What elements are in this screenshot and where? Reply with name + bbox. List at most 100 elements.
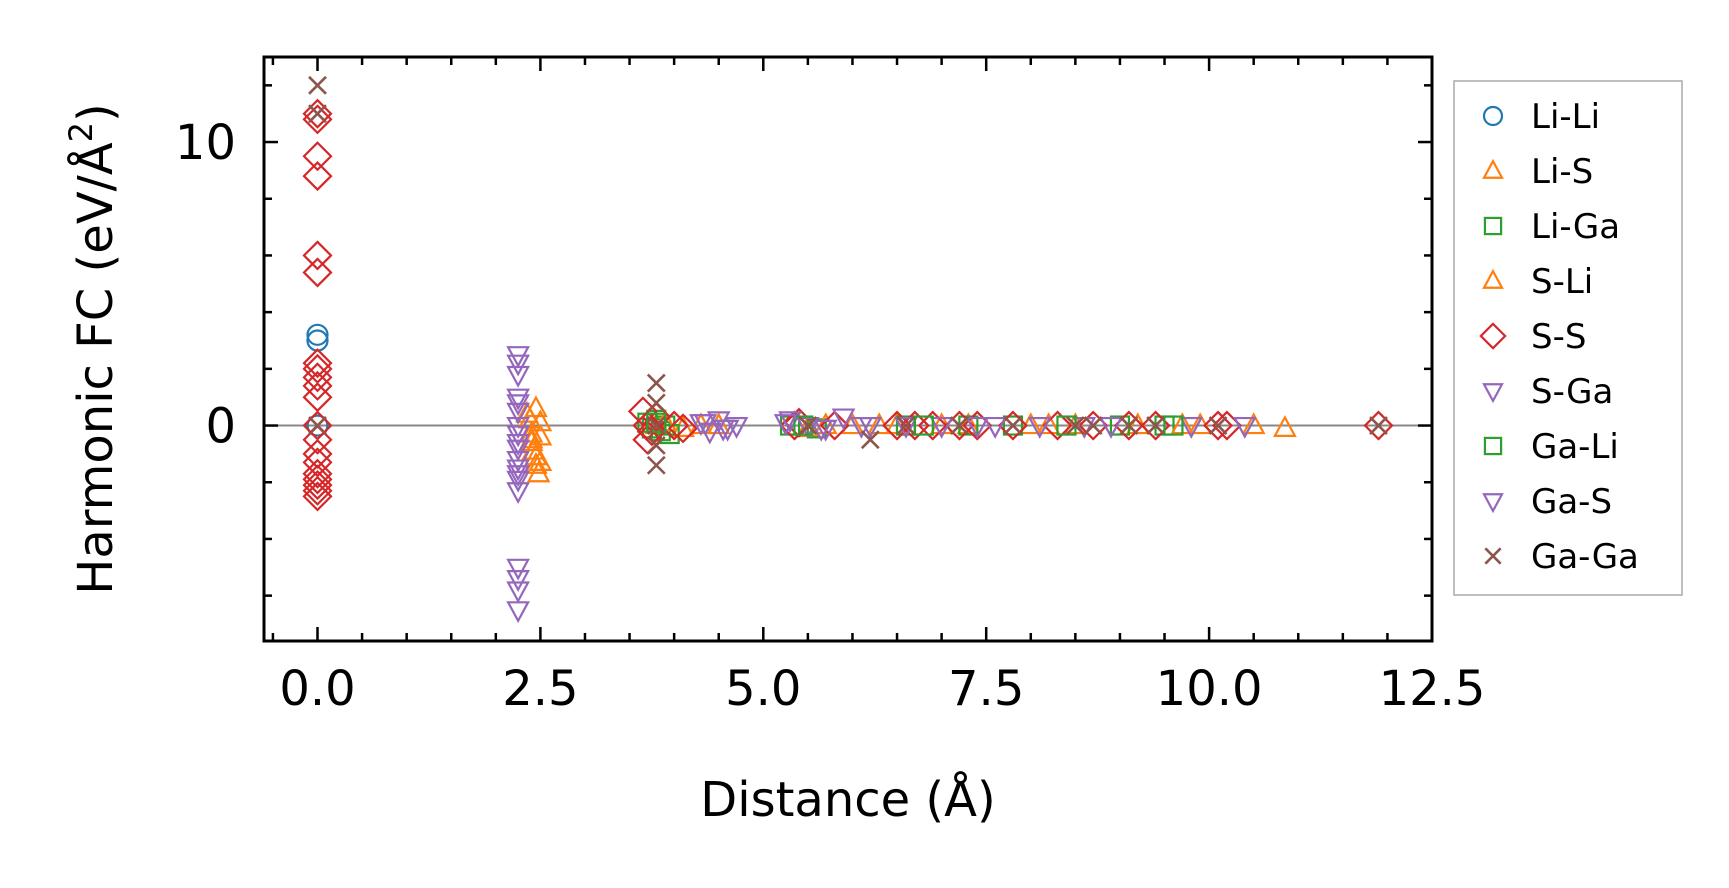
legend-marker-s-ga: [1482, 383, 1504, 404]
data-point-s-s: [302, 424, 333, 455]
data-point-s-ga: [506, 402, 530, 425]
data-point-s-li: [1036, 412, 1061, 435]
data-point-li-s: [1273, 415, 1297, 437]
data-point-li-ga: [1002, 415, 1024, 436]
x-tick-label: 7.5: [948, 661, 1024, 717]
data-point-li-s: [528, 409, 553, 432]
data-point-ga-ga: [646, 435, 666, 455]
data-point-ga-ga: [1065, 416, 1085, 435]
data-point-s-li: [524, 395, 548, 418]
data-point-s-li: [528, 449, 553, 471]
x-tick-label: 5.0: [725, 661, 801, 717]
data-point-s-ga: [929, 416, 954, 439]
data-point-s-ga: [983, 416, 1007, 439]
legend-label-s-ga: S-Ga: [1531, 372, 1613, 412]
axes: 0.0 2.5 5.0 7.5 10.0 12.5 0 10: [175, 55, 1486, 717]
data-point-s-s: [302, 240, 333, 271]
series-ga-s: [506, 394, 1123, 488]
legend-marker-ga-s: [1482, 493, 1504, 514]
data-point-s-ga: [724, 416, 749, 439]
legend-label-li-li: Li-Li: [1531, 97, 1600, 137]
data-point-s-s: [302, 458, 333, 489]
data-point-s-ga: [506, 581, 530, 604]
data-point-s-ga: [506, 570, 530, 592]
data-point-s-s: [302, 348, 333, 379]
data-point-ga-ga: [950, 416, 969, 435]
x-tick-label: 12.5: [1379, 661, 1486, 717]
data-point-ga-s: [858, 416, 883, 439]
data-point-s-s: [1202, 410, 1234, 441]
data-point-ga-ga: [646, 373, 666, 393]
legend-marker-li-li: [1482, 105, 1504, 127]
legend-label-ga-ga: Ga-Ga: [1531, 537, 1639, 577]
data-point-ga-ga: [860, 430, 880, 450]
data-point-ga-li: [793, 415, 814, 436]
data-point-s-s: [917, 410, 948, 441]
data-point-s-ga: [1027, 416, 1052, 439]
data-point-s-s: [302, 257, 333, 288]
data-point-ga-s: [693, 414, 718, 437]
legend-item-s-li: S-Li: [1482, 262, 1593, 302]
data-point-s-s: [302, 370, 333, 401]
data-point-s-ga: [506, 601, 530, 624]
legend-item-s-ga: S-Ga: [1482, 372, 1613, 412]
data-point-s-ga: [831, 408, 856, 431]
data-point-li-s: [524, 451, 548, 474]
data-point-s-s: [302, 362, 333, 393]
data-point-ga-ga: [1083, 416, 1103, 435]
legend-item-ga-li: Ga-Li: [1483, 427, 1619, 467]
data-point-s-s: [302, 481, 333, 512]
data-point-ga-s: [506, 465, 530, 488]
legend-marker-li-ga: [1483, 216, 1503, 236]
x-tick-label: 0.0: [279, 661, 355, 717]
data-point-ga-ga: [646, 455, 666, 475]
data-point-ga-ga: [798, 416, 818, 435]
data-point-s-s: [302, 98, 333, 129]
legend-marker-s-s: [1479, 322, 1507, 350]
data-point-ga-li: [913, 415, 934, 436]
data-point-s-s: [667, 413, 699, 444]
y-tick-label: 0: [205, 399, 236, 455]
y-tick-label: 10: [175, 115, 236, 171]
data-point-s-ga: [506, 388, 530, 411]
legend-marker-ga-li: [1483, 436, 1503, 456]
plot-frame: [262, 55, 1434, 643]
data-point-s-s: [302, 475, 333, 506]
data-point-ga-li: [646, 412, 667, 433]
data-point-ga-li: [1163, 415, 1184, 436]
data-point-s-ga: [894, 416, 918, 439]
data-point-ga-s: [809, 419, 834, 442]
x-tick-label: 2.5: [502, 661, 578, 717]
y-axis-title-close: ): [68, 103, 124, 122]
data-point-s-ga: [506, 365, 530, 388]
data-point-li-li: [306, 323, 329, 346]
data-point-s-s: [1363, 410, 1394, 441]
data-point-ga-ga: [308, 104, 327, 124]
x-tick-label: 10.0: [1156, 661, 1263, 717]
data-point-ga-ga: [308, 75, 327, 95]
data-point-s-s: [302, 470, 333, 501]
data-point-li-li: [306, 414, 329, 437]
data-point-s-s: [302, 141, 333, 172]
legend-label-ga-s: Ga-S: [1531, 482, 1612, 522]
series-ga-ga: [308, 75, 1388, 475]
y-axis-title-superscript: 2: [62, 122, 100, 142]
x-axis-title: Distance (Å): [700, 771, 995, 828]
y-axis-title-main: Harmonic FC (eV/Å: [67, 142, 124, 595]
legend-marker-s-li: [1482, 268, 1504, 289]
data-point-ga-ga: [1369, 416, 1388, 435]
data-point-ga-s: [506, 433, 530, 456]
data-point-s-ga: [506, 439, 530, 462]
legend-marker-li-s: [1482, 158, 1504, 179]
data-point-ga-ga: [1003, 416, 1023, 435]
data-point-li-s: [524, 443, 548, 466]
data-point-s-ga: [506, 470, 530, 493]
data-point-li-s: [1241, 412, 1266, 435]
data-point-s-ga: [506, 354, 530, 377]
legend-item-li-ga: Li-Ga: [1483, 207, 1620, 247]
legend-label-li-ga: Li-Ga: [1531, 207, 1620, 247]
legend-label-s-s: S-S: [1531, 317, 1586, 357]
data-point-ga-ga: [308, 416, 327, 435]
